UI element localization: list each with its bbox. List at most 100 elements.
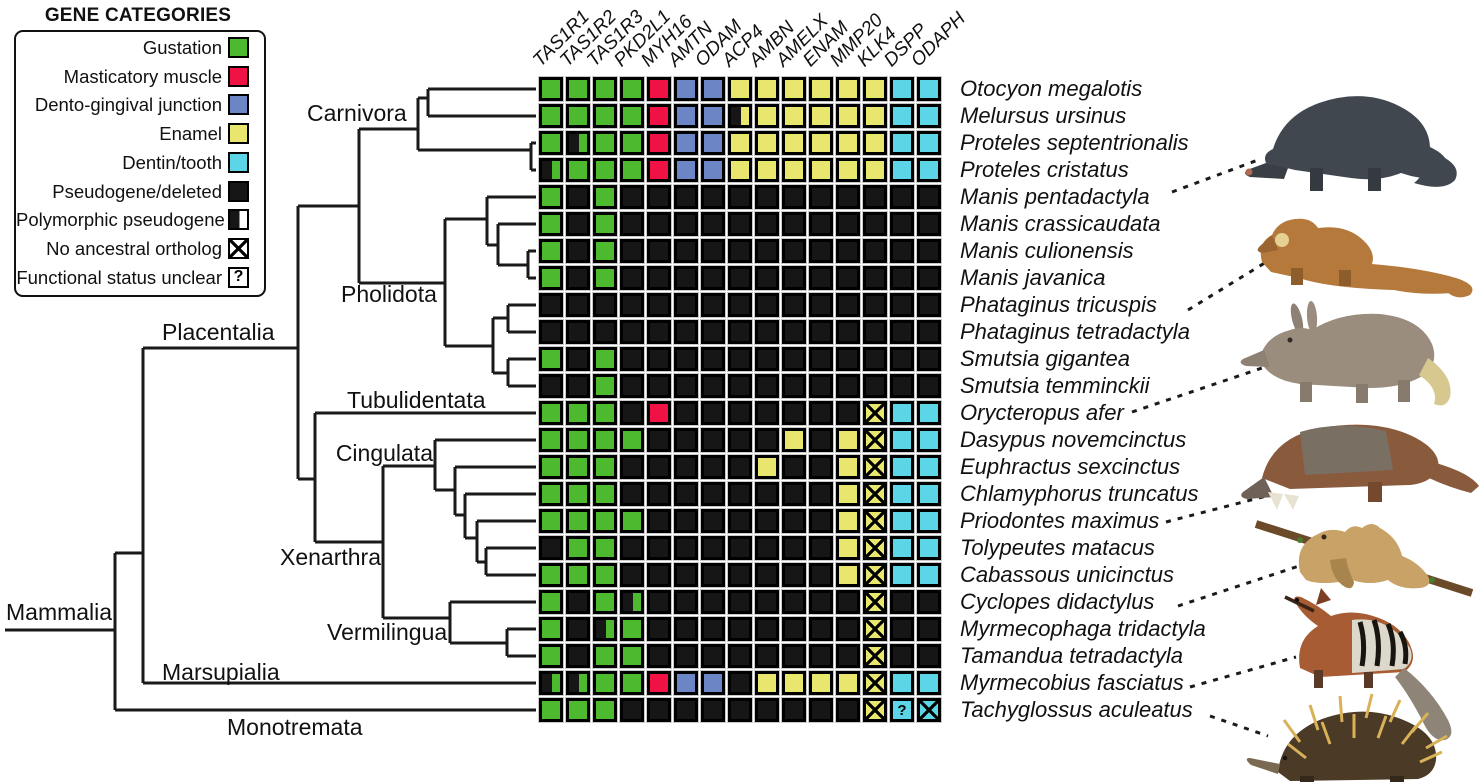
legend-swatch-C [228,151,249,173]
matrix-cell [890,644,914,668]
legend-swatch-K [228,180,249,202]
matrix-cell [863,563,887,587]
matrix-cell [701,455,725,479]
matrix-cell [539,698,563,722]
matrix-cell [701,320,725,344]
matrix-cell [620,158,644,182]
dotted-connector [1131,364,1269,414]
clade-label-cingulata: Cingulata [335,440,433,466]
matrix-cell [566,455,590,479]
matrix-cell [674,158,698,182]
matrix-cell [809,698,833,722]
matrix-cell [620,77,644,101]
matrix-cell [782,671,806,695]
matrix-cell [890,455,914,479]
species-label: Cyclopes didactylus [960,589,1155,614]
matrix-cell [809,158,833,182]
matrix-cell [566,293,590,317]
matrix-cell [863,536,887,560]
matrix-cell [755,644,779,668]
legend-item: Masticatory muscle [16,65,264,88]
matrix-cell [566,590,590,614]
matrix-cell [566,239,590,263]
species-label: Smutsia temminckii [960,373,1150,398]
matrix-cell [566,401,590,425]
matrix-cell [809,374,833,398]
matrix-cell [809,563,833,587]
matrix-cell [593,185,617,209]
matrix-cell [593,374,617,398]
matrix-cell [566,698,590,722]
matrix-cell [539,590,563,614]
matrix-cell [836,185,860,209]
clade-label-carnivora: Carnivora [307,100,407,126]
species-illustration-connectors [1131,158,1303,738]
matrix-cell [917,617,941,641]
matrix-cell [917,563,941,587]
matrix-cell [728,185,752,209]
matrix-cell [728,536,752,560]
matrix-cell [728,104,752,128]
matrix-cell [647,617,671,641]
matrix-cell [566,644,590,668]
legend-swatch-xW [228,237,249,259]
matrix-cell [782,482,806,506]
matrix-cell [836,590,860,614]
species-label: Phataginus tricuspis [960,292,1157,317]
matrix-cell [809,131,833,155]
matrix-cell [674,482,698,506]
matrix-cell [620,563,644,587]
clade-label-vermilingua: Vermilingua [327,619,448,645]
matrix-cell [917,482,941,506]
matrix-cell [782,266,806,290]
matrix-cell [620,320,644,344]
matrix-cell [674,563,698,587]
matrix-cell [701,293,725,317]
matrix-cell [566,374,590,398]
matrix-cell [593,401,617,425]
matrix-cell [620,644,644,668]
matrix-cell [755,401,779,425]
matrix-cell [539,320,563,344]
matrix-cell [620,104,644,128]
matrix-cell [917,77,941,101]
matrix-cell [917,158,941,182]
matrix-cell [593,77,617,101]
dotted-connector [1171,158,1259,194]
matrix-cell [674,617,698,641]
matrix-cell [782,698,806,722]
matrix-cell [566,212,590,236]
matrix-cell [620,698,644,722]
matrix-cell [755,239,779,263]
matrix-cell [593,104,617,128]
matrix-cell [782,509,806,533]
species-label: Manis crassicaudata [960,211,1161,236]
legend-item: Polymorphic pseudogene [16,209,264,231]
matrix-cell [890,239,914,263]
matrix-cell [674,320,698,344]
matrix-cell [755,428,779,452]
matrix-cell [728,239,752,263]
species-label: Chlamyphorus truncatus [960,481,1199,506]
legend-title: GENE CATEGORIES [44,5,232,26]
matrix-cell [836,698,860,722]
matrix-cell [620,536,644,560]
matrix-cell [836,104,860,128]
matrix-cell [566,266,590,290]
matrix-cell [863,698,887,722]
matrix-cell [782,644,806,668]
matrix-cell [701,590,725,614]
matrix-cell [809,590,833,614]
matrix-cell [863,185,887,209]
clade-label-pholidota: Pholidota [341,281,437,307]
matrix-cell [917,374,941,398]
dotted-connector [1209,714,1269,738]
matrix-cell [728,563,752,587]
legend-box: Gustation Masticatory muscle Dento-gingiva… [14,30,266,297]
legend-item-label: Pseudogene/deleted [52,180,222,202]
matrix-cell [728,671,752,695]
matrix-cell [836,212,860,236]
legend-swatch-B [228,94,249,116]
matrix-cell [620,401,644,425]
matrix-cell [809,212,833,236]
